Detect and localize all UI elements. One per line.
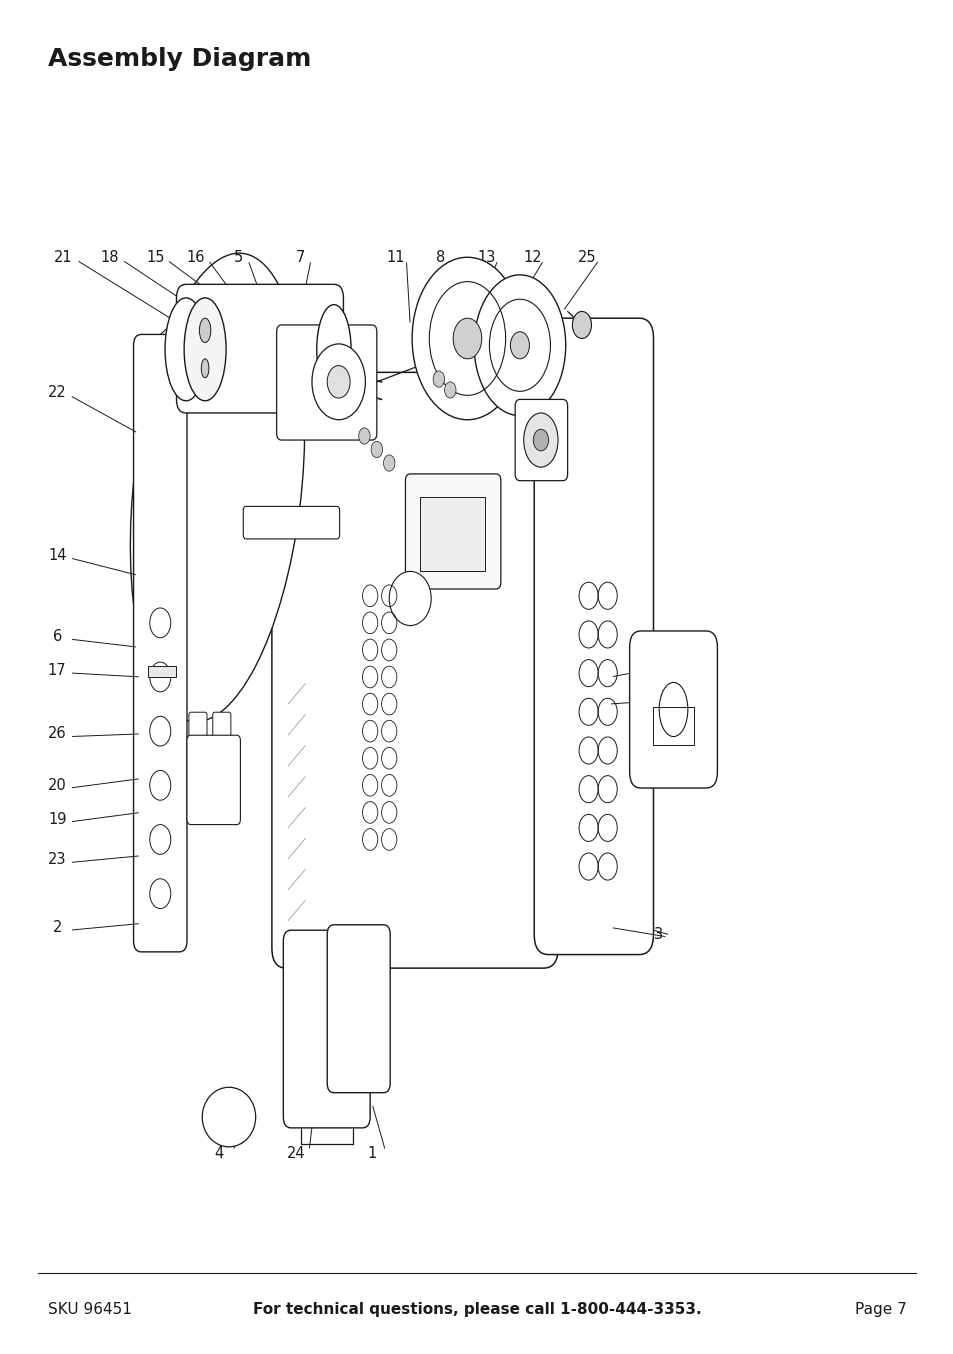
- Ellipse shape: [533, 429, 548, 451]
- FancyBboxPatch shape: [327, 925, 390, 1093]
- Ellipse shape: [444, 382, 456, 398]
- Text: 17: 17: [48, 662, 67, 678]
- Text: For technical questions, please call 1-800-444-3353.: For technical questions, please call 1-8…: [253, 1301, 700, 1317]
- FancyBboxPatch shape: [419, 497, 484, 571]
- Text: 18: 18: [100, 249, 119, 265]
- Ellipse shape: [358, 428, 370, 444]
- Text: 21: 21: [53, 249, 72, 265]
- Text: 22: 22: [48, 385, 67, 401]
- FancyBboxPatch shape: [213, 712, 231, 747]
- Text: 20: 20: [48, 777, 67, 793]
- Text: 6: 6: [52, 628, 62, 645]
- FancyBboxPatch shape: [176, 284, 343, 413]
- Text: 3: 3: [653, 926, 662, 942]
- FancyBboxPatch shape: [148, 666, 176, 677]
- Ellipse shape: [201, 359, 209, 378]
- FancyBboxPatch shape: [189, 712, 207, 747]
- Ellipse shape: [433, 371, 444, 387]
- Text: SKU 96451: SKU 96451: [48, 1301, 132, 1317]
- Text: 13: 13: [476, 249, 496, 265]
- FancyBboxPatch shape: [405, 474, 500, 589]
- Text: 14: 14: [48, 547, 67, 563]
- Ellipse shape: [312, 344, 365, 420]
- Text: 25: 25: [577, 249, 596, 265]
- Ellipse shape: [327, 366, 350, 398]
- Text: 5: 5: [233, 249, 243, 265]
- Text: 12: 12: [522, 249, 541, 265]
- FancyBboxPatch shape: [283, 930, 370, 1128]
- Ellipse shape: [412, 257, 522, 420]
- FancyBboxPatch shape: [515, 399, 567, 481]
- FancyBboxPatch shape: [629, 631, 717, 788]
- Text: 7: 7: [295, 249, 305, 265]
- FancyBboxPatch shape: [243, 506, 339, 539]
- Text: 24: 24: [286, 1145, 305, 1162]
- Ellipse shape: [202, 1087, 255, 1147]
- Ellipse shape: [165, 298, 207, 401]
- FancyBboxPatch shape: [534, 318, 653, 955]
- Text: 19: 19: [48, 811, 67, 827]
- Ellipse shape: [389, 571, 431, 626]
- Text: 1: 1: [367, 1145, 376, 1162]
- Ellipse shape: [572, 311, 591, 338]
- Ellipse shape: [184, 298, 226, 401]
- Text: Assembly Diagram: Assembly Diagram: [48, 47, 311, 72]
- Text: 8: 8: [436, 249, 445, 265]
- Text: 10: 10: [648, 689, 667, 705]
- FancyBboxPatch shape: [187, 735, 240, 825]
- Text: 11: 11: [386, 249, 405, 265]
- Text: Page 7: Page 7: [854, 1301, 905, 1317]
- Ellipse shape: [453, 318, 481, 359]
- Text: 26: 26: [48, 726, 67, 742]
- Ellipse shape: [474, 275, 565, 416]
- FancyBboxPatch shape: [276, 325, 376, 440]
- Text: 16: 16: [186, 249, 205, 265]
- FancyBboxPatch shape: [272, 372, 558, 968]
- Ellipse shape: [371, 441, 382, 458]
- Ellipse shape: [383, 455, 395, 471]
- Ellipse shape: [199, 318, 211, 343]
- Text: 9: 9: [653, 655, 662, 672]
- Text: 15: 15: [146, 249, 165, 265]
- Text: 23: 23: [48, 852, 67, 868]
- Ellipse shape: [316, 305, 351, 394]
- Text: 2: 2: [52, 919, 62, 936]
- FancyBboxPatch shape: [133, 334, 187, 952]
- Ellipse shape: [131, 253, 304, 722]
- Ellipse shape: [523, 413, 558, 467]
- Ellipse shape: [510, 332, 529, 359]
- Text: 4: 4: [214, 1145, 224, 1162]
